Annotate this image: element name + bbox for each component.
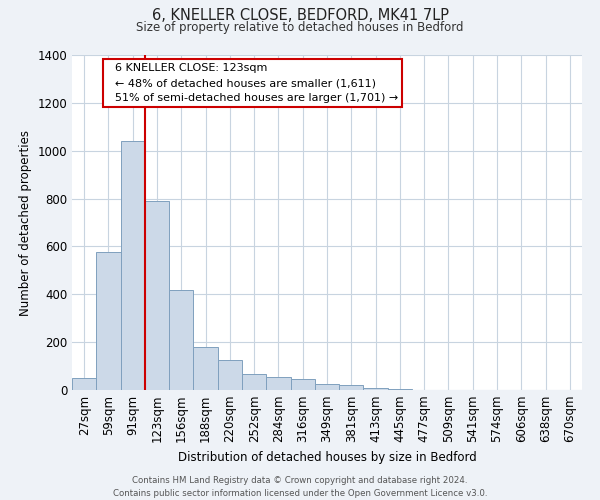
Bar	[290, 379, 315, 390]
Bar	[145, 201, 169, 390]
X-axis label: Distribution of detached houses by size in Bedford: Distribution of detached houses by size …	[178, 451, 476, 464]
Bar	[266, 377, 290, 390]
Bar	[193, 347, 218, 390]
Bar	[169, 290, 193, 390]
Text: Size of property relative to detached houses in Bedford: Size of property relative to detached ho…	[136, 21, 464, 34]
Y-axis label: Number of detached properties: Number of detached properties	[19, 130, 32, 316]
Bar	[339, 385, 364, 390]
Bar	[72, 378, 96, 390]
Bar	[315, 384, 339, 390]
Bar	[121, 141, 145, 390]
Text: 6, KNELLER CLOSE, BEDFORD, MK41 7LP: 6, KNELLER CLOSE, BEDFORD, MK41 7LP	[151, 8, 449, 22]
Text: Contains HM Land Registry data © Crown copyright and database right 2024.
Contai: Contains HM Land Registry data © Crown c…	[113, 476, 487, 498]
Bar	[242, 374, 266, 390]
Bar	[96, 252, 121, 390]
Bar	[388, 389, 412, 390]
Bar	[364, 388, 388, 390]
Bar	[218, 360, 242, 390]
Text: 6 KNELLER CLOSE: 123sqm
  ← 48% of detached houses are smaller (1,611)
  51% of : 6 KNELLER CLOSE: 123sqm ← 48% of detache…	[108, 64, 398, 103]
